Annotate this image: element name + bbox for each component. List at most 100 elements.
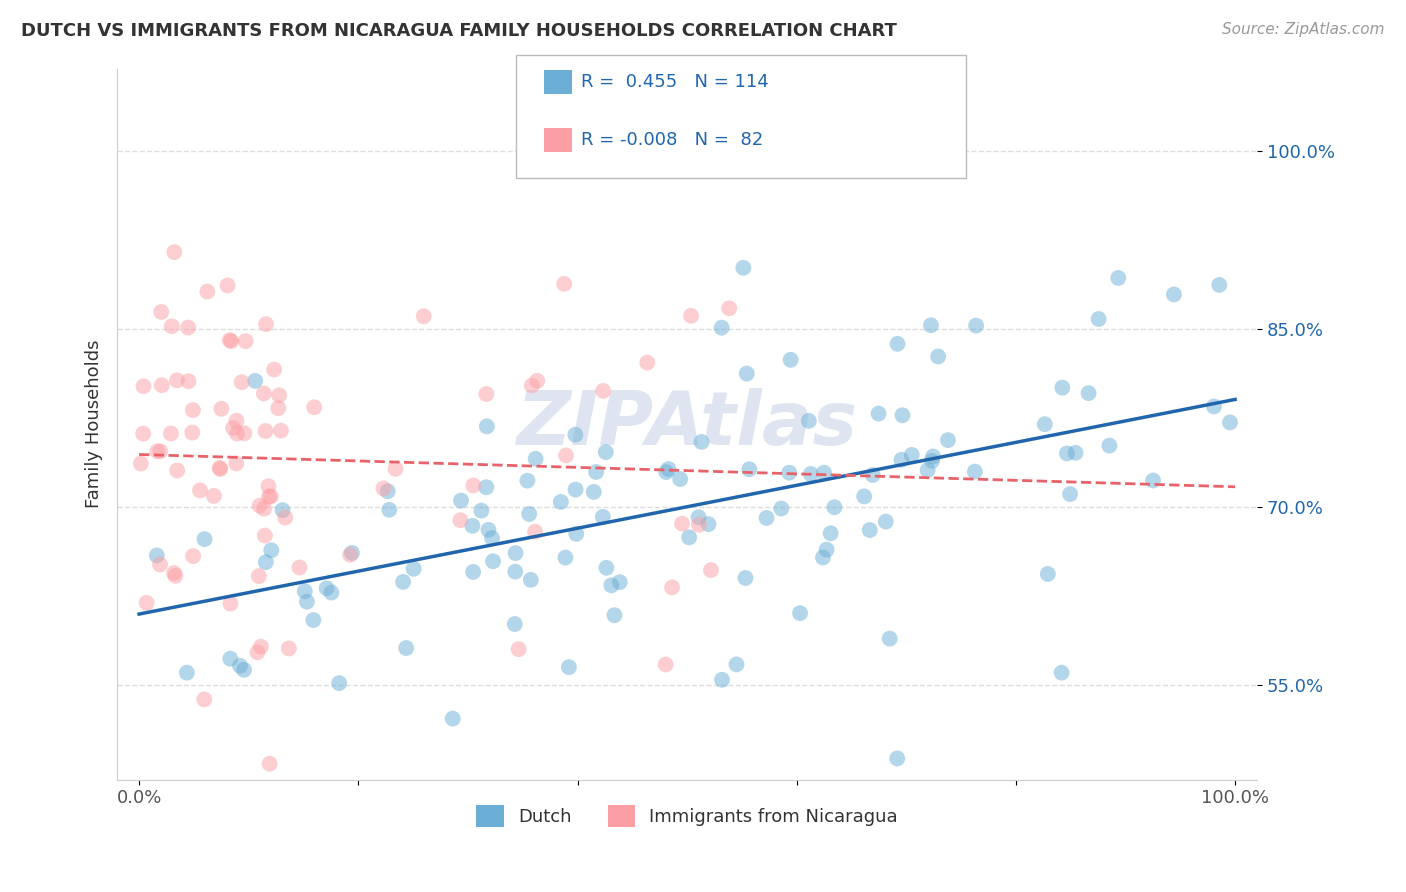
Point (718, 301, 741, 316)
Point (274, 510, 297, 524)
Point (267, 401, 290, 416)
Point (875, 515, 897, 529)
Point (150, 378, 173, 392)
Point (886, 751, 908, 765)
Point (146, 549, 169, 563)
Point (585, 465, 607, 479)
Point (890, 452, 912, 467)
Text: Source: ZipAtlas.com: Source: ZipAtlas.com (1222, 22, 1385, 37)
Point (661, 581, 683, 595)
Point (259, 756, 281, 771)
Point (735, 367, 758, 381)
Point (219, 334, 242, 348)
Point (253, 528, 276, 542)
Point (233, 663, 256, 677)
Point (609, 575, 631, 590)
Point (231, 375, 253, 389)
Point (163, 245, 186, 260)
Point (965, 318, 987, 333)
Point (1163, 287, 1185, 301)
Point (655, 465, 678, 479)
Point (603, 608, 626, 623)
Point (595, 445, 617, 459)
Point (778, 466, 800, 480)
Point (1077, 386, 1099, 401)
Point (373, 482, 395, 496)
Point (1059, 487, 1081, 501)
Point (678, 530, 700, 544)
Point (811, 550, 834, 565)
Point (208, 460, 231, 475)
Point (550, 495, 572, 509)
Point (738, 462, 761, 476)
Text: DUTCH VS IMMIGRANTS FROM NICARAGUA FAMILY HOUSEHOLDS CORRELATION CHART: DUTCH VS IMMIGRANTS FROM NICARAGUA FAMIL… (21, 22, 897, 40)
Point (271, 503, 294, 517)
Point (294, 584, 316, 599)
Point (482, 554, 505, 568)
Point (920, 318, 942, 333)
Point (257, 490, 280, 504)
Point (879, 632, 901, 646)
Point (1208, 277, 1230, 292)
Point (475, 387, 498, 401)
Point (177, 320, 200, 334)
Point (129, 457, 152, 471)
Point (229, 659, 252, 673)
Point (160, 319, 183, 334)
Point (1098, 439, 1121, 453)
Point (1036, 566, 1059, 581)
Point (475, 480, 498, 494)
Point (217, 278, 239, 293)
Point (725, 657, 748, 672)
Point (1064, 446, 1087, 460)
Point (697, 517, 720, 532)
Point (193, 692, 215, 706)
Point (688, 517, 710, 532)
Point (592, 509, 614, 524)
Point (800, 467, 823, 481)
Point (149, 558, 172, 572)
Point (270, 424, 292, 438)
Point (295, 595, 318, 609)
Point (165, 569, 187, 583)
Point (688, 510, 710, 524)
Y-axis label: Family Households: Family Households (86, 340, 103, 508)
Point (823, 500, 845, 515)
Point (555, 449, 578, 463)
Point (225, 457, 247, 471)
Point (820, 526, 842, 541)
Point (202, 489, 225, 503)
Point (700, 563, 723, 577)
Point (582, 484, 605, 499)
Point (181, 549, 204, 563)
Point (592, 384, 614, 398)
Point (859, 523, 882, 537)
Point (921, 454, 943, 468)
Point (595, 561, 617, 575)
Point (412, 310, 434, 324)
Point (516, 474, 538, 488)
Point (470, 503, 492, 517)
Point (288, 560, 311, 574)
Point (1219, 416, 1241, 430)
Point (564, 427, 586, 442)
Point (378, 502, 401, 516)
Point (188, 483, 211, 498)
Point (146, 444, 169, 458)
Point (815, 542, 838, 557)
Point (508, 642, 530, 657)
Point (193, 532, 215, 546)
Point (135, 596, 157, 610)
Point (209, 401, 232, 416)
Point (302, 613, 325, 627)
Point (600, 578, 623, 592)
Point (711, 673, 734, 687)
Point (671, 516, 693, 531)
Point (254, 317, 277, 331)
Point (450, 493, 472, 508)
Point (132, 426, 155, 441)
Point (936, 433, 959, 447)
Point (813, 466, 835, 480)
Point (681, 309, 703, 323)
Point (710, 320, 733, 334)
